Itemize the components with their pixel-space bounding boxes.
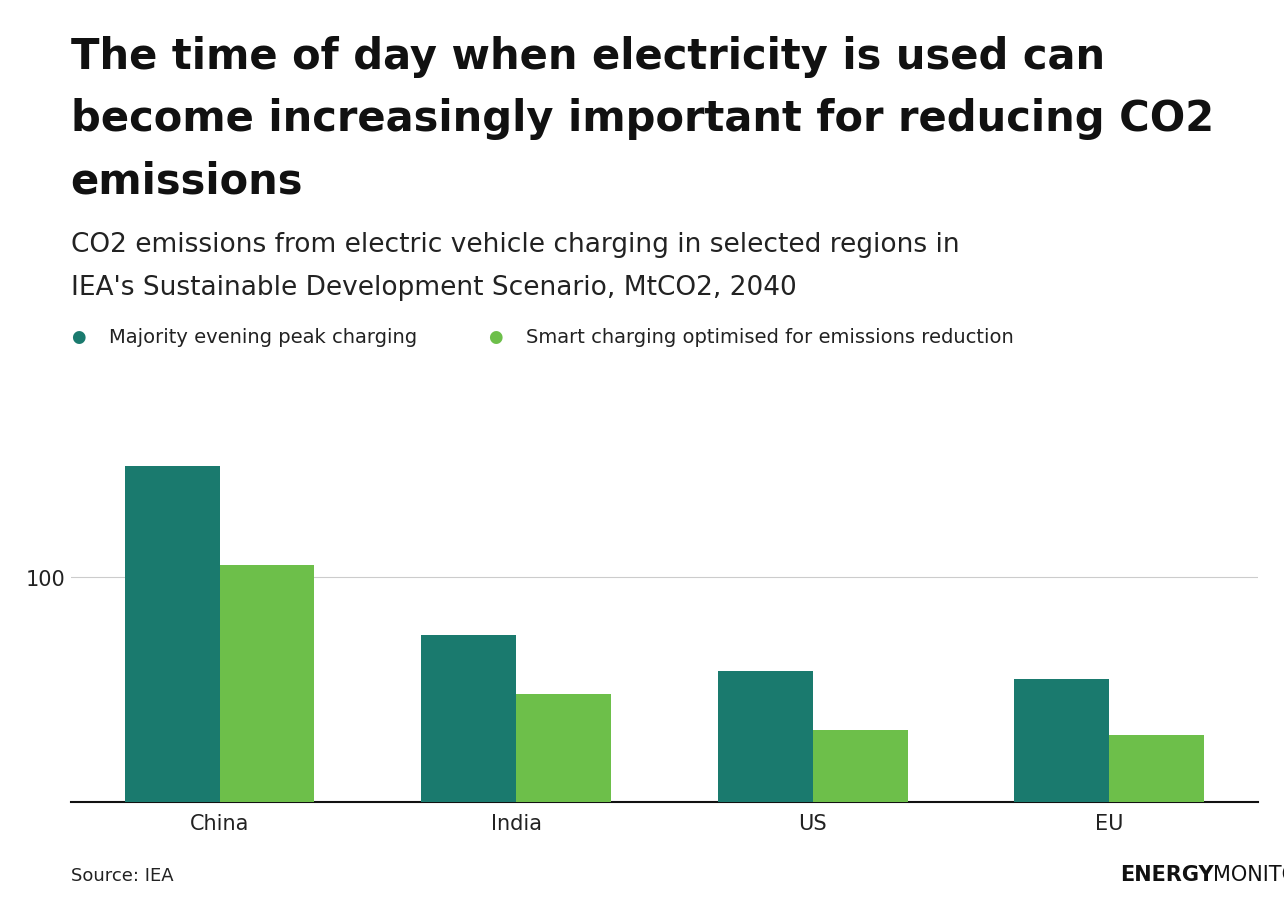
Bar	[125, 466, 220, 911]
Bar	[1014, 679, 1109, 911]
Bar	[1109, 735, 1204, 911]
Text: ENERGY: ENERGY	[1120, 864, 1213, 884]
Text: emissions: emissions	[71, 160, 303, 202]
Text: Smart charging optimised for emissions reduction: Smart charging optimised for emissions r…	[526, 328, 1014, 347]
Text: become increasingly important for reducing CO2: become increasingly important for reduci…	[71, 98, 1213, 140]
Bar	[421, 636, 516, 911]
Text: IEA's Sustainable Development Scenario, MtCO2, 2040: IEA's Sustainable Development Scenario, …	[71, 275, 796, 302]
Bar	[718, 670, 813, 911]
Text: MONITOR: MONITOR	[1213, 864, 1284, 884]
Text: ●: ●	[488, 328, 502, 346]
Bar	[220, 566, 315, 911]
Bar	[516, 694, 611, 911]
Text: CO2 emissions from electric vehicle charging in selected regions in: CO2 emissions from electric vehicle char…	[71, 231, 959, 258]
Bar	[813, 730, 908, 911]
Text: ●: ●	[71, 328, 85, 346]
Text: The time of day when electricity is used can: The time of day when electricity is used…	[71, 36, 1104, 78]
Text: Source: IEA: Source: IEA	[71, 865, 173, 884]
Text: Majority evening peak charging: Majority evening peak charging	[109, 328, 417, 347]
